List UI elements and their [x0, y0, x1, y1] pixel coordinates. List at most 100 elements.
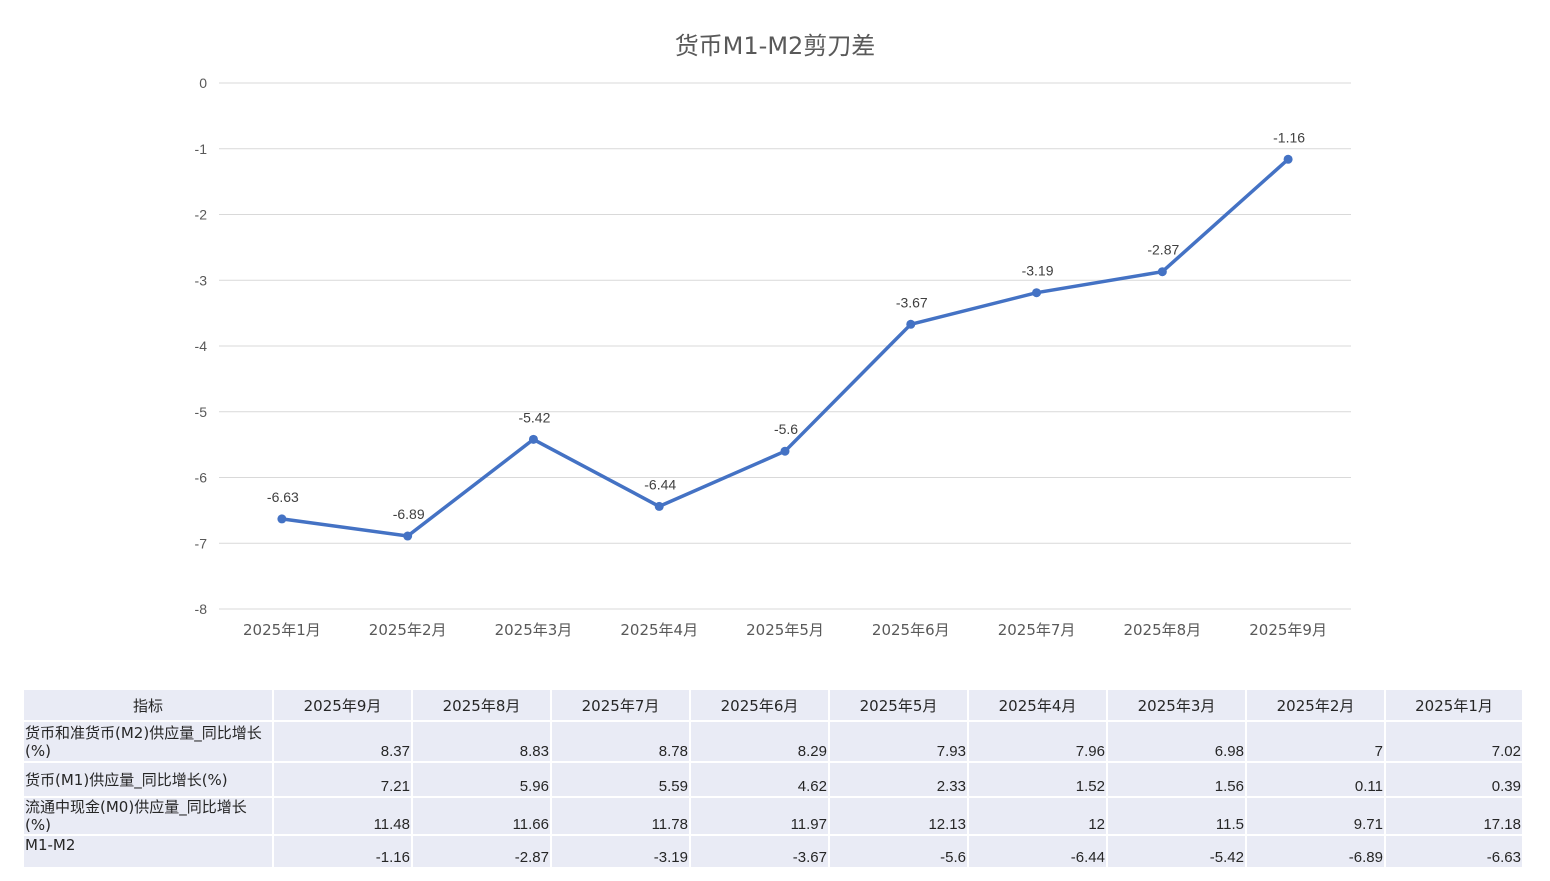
table-cell: -5.6 — [830, 836, 967, 867]
gridlines — [219, 82, 1351, 610]
table-cell: 11.97 — [691, 798, 828, 834]
series-line-m1-m2 — [281, 157, 1290, 538]
data-point — [1032, 288, 1042, 298]
table-header-row: 指标 2025年9月 2025年8月 2025年7月 2025年6月 2025年… — [24, 690, 1522, 720]
table-cell: 11.5 — [1108, 798, 1245, 834]
x-tick-label: 2025年5月 — [746, 621, 824, 639]
table-cell: 2.33 — [830, 763, 967, 796]
x-tick-label: 2025年7月 — [998, 621, 1076, 639]
table-header-cell: 2025年6月 — [691, 690, 828, 720]
y-tick-label: -7 — [195, 535, 208, 551]
table-header-cell: 2025年5月 — [830, 690, 967, 720]
data-point — [906, 319, 916, 329]
table-cell: 11.78 — [552, 798, 689, 834]
table-cell: 5.96 — [413, 763, 550, 796]
table-header-cell: 2025年1月 — [1386, 690, 1522, 720]
table-row: 货币和准货币(M2)供应量_同比增长(%) 8.37 8.83 8.78 8.29 7.9… — [24, 722, 1522, 761]
data-label: -6.89 — [393, 506, 425, 522]
data-points — [277, 154, 1293, 541]
data-point — [1283, 154, 1293, 164]
data-table: 指标 2025年9月 2025年8月 2025年7月 2025年6月 2025年… — [22, 688, 1524, 869]
table-cell: -6.89 — [1247, 836, 1384, 867]
y-tick-label: -3 — [195, 272, 208, 288]
table-cell: 1.56 — [1108, 763, 1245, 796]
table-row-label: M1-M2 — [24, 836, 272, 867]
data-label: -2.87 — [1147, 242, 1179, 258]
table-cell: 7.02 — [1386, 722, 1522, 761]
y-tick-label: -4 — [195, 338, 208, 354]
table-row: 货币(M1)供应量_同比增长(%) 7.21 5.96 5.59 4.62 2.33 1.5… — [24, 763, 1522, 796]
data-label: -3.67 — [896, 294, 928, 310]
table-row: M1-M2 -1.16 -2.87 -3.19 -3.67 -5.6 -6.44 -5.42-… — [24, 836, 1522, 867]
x-tick-label: 2025年8月 — [1123, 621, 1201, 639]
table-header-cell: 2025年7月 — [552, 690, 689, 720]
table-cell: 0.39 — [1386, 763, 1522, 796]
table-cell: 9.71 — [1247, 798, 1384, 834]
table-cell: 7.93 — [830, 722, 967, 761]
line-chart: 0-1-2-3-4-5-6-7-8 2025年1月 2025年2月 2025年3月 2… — [195, 75, 1351, 639]
table-cell: 4.62 — [691, 763, 828, 796]
data-label: -6.44 — [644, 476, 676, 492]
data-point — [780, 446, 790, 456]
data-point — [403, 531, 413, 541]
y-tick-label: -5 — [195, 404, 208, 420]
table-cell: 12 — [969, 798, 1106, 834]
x-tick-label: 2025年6月 — [872, 621, 950, 639]
table-cell: 17.18 — [1386, 798, 1522, 834]
table-cell: 8.83 — [413, 722, 550, 761]
table-cell: 7 — [1247, 722, 1384, 761]
table-cell: -3.67 — [691, 836, 828, 867]
table-cell: 11.66 — [413, 798, 550, 834]
x-tick-label: 2025年1月 — [243, 621, 321, 639]
data-label: -5.6 — [774, 421, 798, 437]
x-axis-ticks: 2025年1月 2025年2月 2025年3月 2025年4月 2025年5月 2025年… — [243, 621, 1327, 639]
y-tick-label: 0 — [199, 75, 207, 91]
data-point — [1157, 267, 1167, 277]
table-row-label: 货币和准货币(M2)供应量_同比增长(%) — [24, 722, 272, 761]
x-tick-label: 2025年9月 — [1249, 621, 1327, 639]
table-header-cell: 2025年8月 — [413, 690, 550, 720]
table-cell: 6.98 — [1108, 722, 1245, 761]
table-cell: -6.63 — [1386, 836, 1522, 867]
data-label: -3.19 — [1022, 263, 1054, 279]
y-tick-label: -1 — [195, 141, 208, 157]
table-cell: -5.42 — [1108, 836, 1245, 867]
table-cell: 11.48 — [274, 798, 411, 834]
table-cell: -3.19 — [552, 836, 689, 867]
table-cell: 8.29 — [691, 722, 828, 761]
y-tick-label: -8 — [195, 601, 208, 617]
data-point — [277, 514, 287, 524]
table-cell: 1.52 — [969, 763, 1106, 796]
x-tick-label: 2025年4月 — [620, 621, 698, 639]
table-header-cell: 2025年9月 — [274, 690, 411, 720]
table-cell: -6.44 — [969, 836, 1106, 867]
chart-title: 货币M1-M2剪刀差 — [674, 32, 876, 60]
table-header-cell: 指标 — [24, 690, 272, 720]
table-cell: 8.37 — [274, 722, 411, 761]
table-header-cell: 2025年4月 — [969, 690, 1106, 720]
table-cell: -2.87 — [413, 836, 550, 867]
table-cell: 7.21 — [274, 763, 411, 796]
data-label: -1.16 — [1273, 129, 1305, 145]
table-cell: -1.16 — [274, 836, 411, 867]
table-row: 流通中现金(M0)供应量_同比增长(%) 11.48 11.66 11.78 11.97… — [24, 798, 1522, 834]
data-labels: -6.63 -6.89 -5.42 -6.44 -5.6 -3.67 -3.19 -2.87 -… — [267, 129, 1305, 522]
table-cell: 0.11 — [1247, 763, 1384, 796]
table-row-label: 货币(M1)供应量_同比增长(%) — [24, 763, 272, 796]
table-row-label: 流通中现金(M0)供应量_同比增长(%) — [24, 798, 272, 834]
table-cell: 12.13 — [830, 798, 967, 834]
data-point — [528, 434, 538, 444]
data-label: -6.63 — [267, 489, 299, 505]
table-header-cell: 2025年2月 — [1247, 690, 1384, 720]
x-tick-label: 2025年2月 — [369, 621, 447, 639]
y-axis-ticks: 0 -1 -2 -3 -4 -5 -6 -7 -8 — [195, 75, 208, 617]
x-tick-label: 2025年3月 — [495, 621, 573, 639]
table-cell: 8.78 — [552, 722, 689, 761]
table-cell: 7.96 — [969, 722, 1106, 761]
data-label: -5.42 — [518, 409, 550, 425]
data-point — [654, 501, 664, 511]
table-header-cell: 2025年3月 — [1108, 690, 1245, 720]
y-tick-label: -2 — [195, 207, 208, 223]
y-tick-label: -6 — [195, 470, 208, 486]
table-cell: 5.59 — [552, 763, 689, 796]
